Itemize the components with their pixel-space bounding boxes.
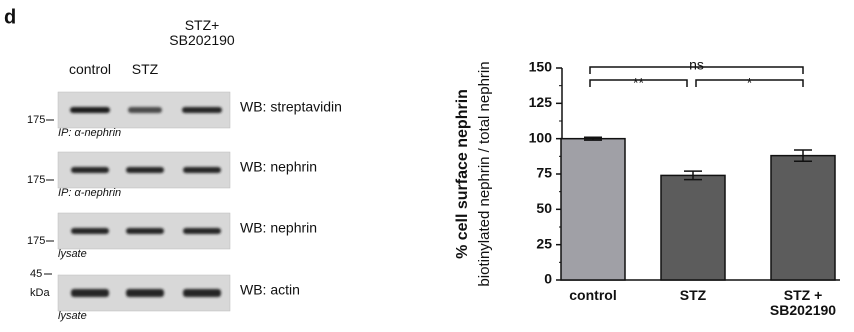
figure: d controlSTZSTZ+ SB202190WB: streptavidi… [0, 0, 854, 327]
size-marker: 175 [27, 114, 45, 126]
blot-note: IP: α-nephrin [58, 127, 121, 139]
x-tick-label: STZ [643, 288, 743, 303]
significance-label: * [747, 75, 753, 91]
blot-probe: WB: streptavidin [240, 99, 342, 115]
blot-note: IP: α-nephrin [58, 187, 121, 199]
blot-probe: WB: nephrin [240, 220, 317, 236]
x-tick-label: control [543, 288, 643, 303]
y-tick-label: 125 [529, 94, 553, 110]
panel-label: d [4, 6, 16, 28]
x-tick-label: STZ + SB202190 [753, 288, 853, 318]
x-tick-label-box: control [543, 288, 643, 324]
blot-probe: WB: actin [240, 282, 300, 298]
blot-band [126, 167, 164, 173]
size-unit: kDa [30, 287, 50, 299]
blot-band [126, 289, 164, 297]
significance-label: ns [689, 57, 704, 73]
y-tick-label: 25 [536, 235, 552, 251]
blot-band [71, 167, 109, 173]
size-marker: 175 [27, 235, 45, 247]
blot-column-label: STZ+ SB202190 [160, 18, 244, 48]
bar [771, 156, 835, 280]
y-tick-label: 75 [536, 165, 552, 181]
y-tick-label: 0 [544, 271, 552, 287]
size-marker: 175 [27, 174, 45, 186]
blot-note: lysate [58, 310, 87, 322]
x-tick-label-box: STZ [643, 288, 743, 324]
size-marker: 45 [30, 268, 42, 280]
blot-band [71, 228, 109, 234]
y-tick-label: 150 [529, 59, 553, 75]
blot-band [70, 107, 110, 113]
blot-note: lysate [58, 248, 87, 260]
blot-probe: WB: nephrin [240, 159, 317, 175]
y-axis-subtitle: biotinylated nephrin / total nephrin [476, 61, 493, 286]
blot-band [126, 228, 164, 234]
x-tick-label-box: STZ + SB202190 [753, 288, 853, 324]
y-axis-title: % cell surface nephrin [454, 89, 471, 259]
y-tick-label: 100 [529, 129, 553, 145]
blot-band [183, 289, 221, 297]
blot-band [128, 107, 162, 113]
bar [561, 139, 625, 280]
blot-band [183, 167, 221, 173]
y-tick-label: 50 [536, 200, 552, 216]
blot-column-label-box: STZ [103, 62, 187, 96]
blot-band [71, 289, 109, 297]
blot-column-label-box: STZ+ SB202190 [160, 18, 244, 52]
blot-column-label: STZ [103, 62, 187, 77]
bar [661, 175, 725, 280]
significance-label: ** [633, 75, 644, 91]
blot-band [182, 107, 222, 113]
blot-band [183, 228, 221, 234]
